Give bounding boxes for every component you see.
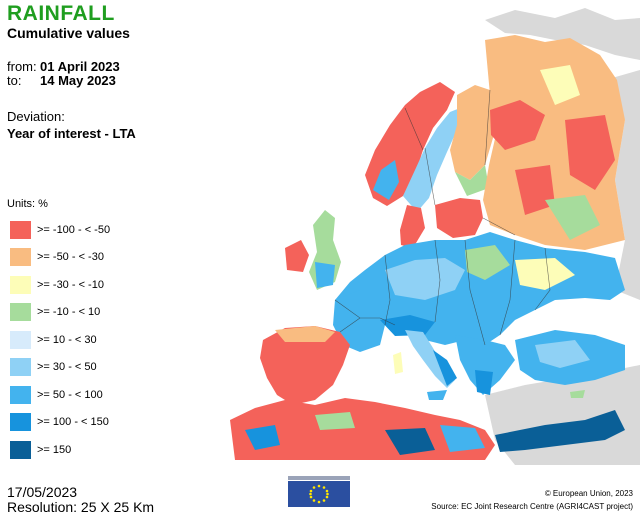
land-turkey-light: [535, 340, 590, 368]
legend: Units: % >= -100 - < -50 >= -50 - < -30 …: [7, 198, 110, 464]
legend-label: >= 50 - < 100: [37, 388, 103, 401]
country-borders: [334, 89, 551, 346]
legend-label: >= -50 - < -30: [37, 251, 104, 264]
land-ukraine-yellow: [515, 258, 575, 290]
legend-item: >= 50 - < 100: [7, 381, 110, 409]
period-block: from: 01 April 2023 to: 14 May 2023: [7, 60, 120, 88]
land-sweden-south: [400, 205, 425, 248]
legend-swatch: [10, 303, 31, 322]
land-italy-dark: [433, 350, 457, 386]
deviation-label: Deviation:: [7, 109, 65, 124]
land-russia-red-2: [565, 115, 615, 190]
legend-swatch: [10, 440, 31, 459]
deviation-value: Year of interest - LTA: [7, 126, 136, 141]
legend-units: Units: %: [7, 198, 48, 210]
land-great-britain-blue: [315, 262, 335, 288]
legend-label: >= 150: [37, 443, 72, 456]
legend-item: >= 10 - < 30: [7, 326, 110, 354]
resolution: Resolution: 25 X 25 Km: [7, 499, 155, 515]
legend-swatch: [10, 358, 31, 377]
legend-swatch: [10, 220, 31, 239]
issue-date: 17/05/2023: [7, 484, 78, 500]
land-france: [333, 290, 385, 352]
land-norway-blue: [373, 160, 399, 200]
to-value: 14 May 2023: [40, 73, 116, 88]
land-sardinia: [393, 352, 403, 374]
logo-svg: [288, 476, 350, 507]
legend-label: >= 100 - < 150: [37, 416, 109, 429]
to-label: to:: [7, 73, 22, 88]
land-central-light: [385, 258, 465, 300]
legend-swatch: [10, 330, 31, 349]
grey-land-arctic: [485, 8, 640, 60]
legend-label: >= -30 - < -10: [37, 278, 104, 291]
map-svg: [230, 8, 640, 465]
european-commission-logo: [284, 476, 354, 522]
land-africa-blue-3: [440, 425, 485, 452]
land-russia-red-1: [490, 100, 545, 150]
land-finland-south: [455, 165, 489, 196]
legend-swatch: [10, 413, 31, 432]
grey-land-east: [605, 70, 640, 300]
land-iberia: [260, 326, 350, 405]
legend-swatch: [10, 385, 31, 404]
land-sweden: [403, 108, 460, 212]
map-subtitle: Cumulative values: [7, 25, 130, 41]
legend-item: >= 30 - < 50: [7, 354, 110, 382]
land-egypt-coast: [495, 410, 625, 452]
land-africa-blue-1: [245, 425, 280, 450]
land-africa-blue-2: [385, 428, 435, 455]
land-balkans: [455, 335, 515, 395]
land-russia-green: [545, 195, 600, 240]
land-sicily: [427, 390, 447, 400]
land-ireland: [285, 240, 309, 272]
legend-item: >= -100 - < -50: [7, 216, 110, 244]
land-northeast-russia: [483, 35, 625, 250]
land-baltic: [435, 198, 483, 238]
land-greece-dark: [475, 370, 493, 395]
legend-label: >= 30 - < 50: [37, 361, 97, 374]
legend-label: >= 10 - < 30: [37, 333, 97, 346]
land-central-green: [465, 245, 510, 280]
legend-item: >= -10 - < 10: [7, 299, 110, 327]
legend-item: >= 150: [7, 436, 110, 464]
legend-swatch: [10, 275, 31, 294]
legend-swatch: [10, 248, 31, 267]
land-russia-yellow: [540, 65, 580, 105]
legend-label: >= -10 - < 10: [37, 306, 101, 319]
legend-item: >= 100 - < 150: [7, 409, 110, 437]
from-label: from:: [7, 59, 37, 74]
land-africa-green: [315, 412, 355, 430]
legend-item: >= -50 - < -30: [7, 244, 110, 272]
legend-label: >= -100 - < -50: [37, 223, 111, 236]
land-russia-red-3: [515, 165, 555, 215]
land-iberia-north: [275, 326, 335, 342]
source: Source: EC Joint Research Centre (AGRI4C…: [431, 502, 633, 511]
from-value: 01 April 2023: [40, 59, 120, 74]
land-alps-dark: [380, 315, 435, 336]
legend-item: >= -30 - < -10: [7, 271, 110, 299]
land-finland: [450, 85, 497, 180]
copyright: © European Union, 2023: [544, 489, 633, 498]
europe-rainfall-map[interactable]: [185, 0, 640, 465]
land-cyprus: [570, 390, 585, 398]
map-title: RAINFALL: [7, 2, 115, 25]
